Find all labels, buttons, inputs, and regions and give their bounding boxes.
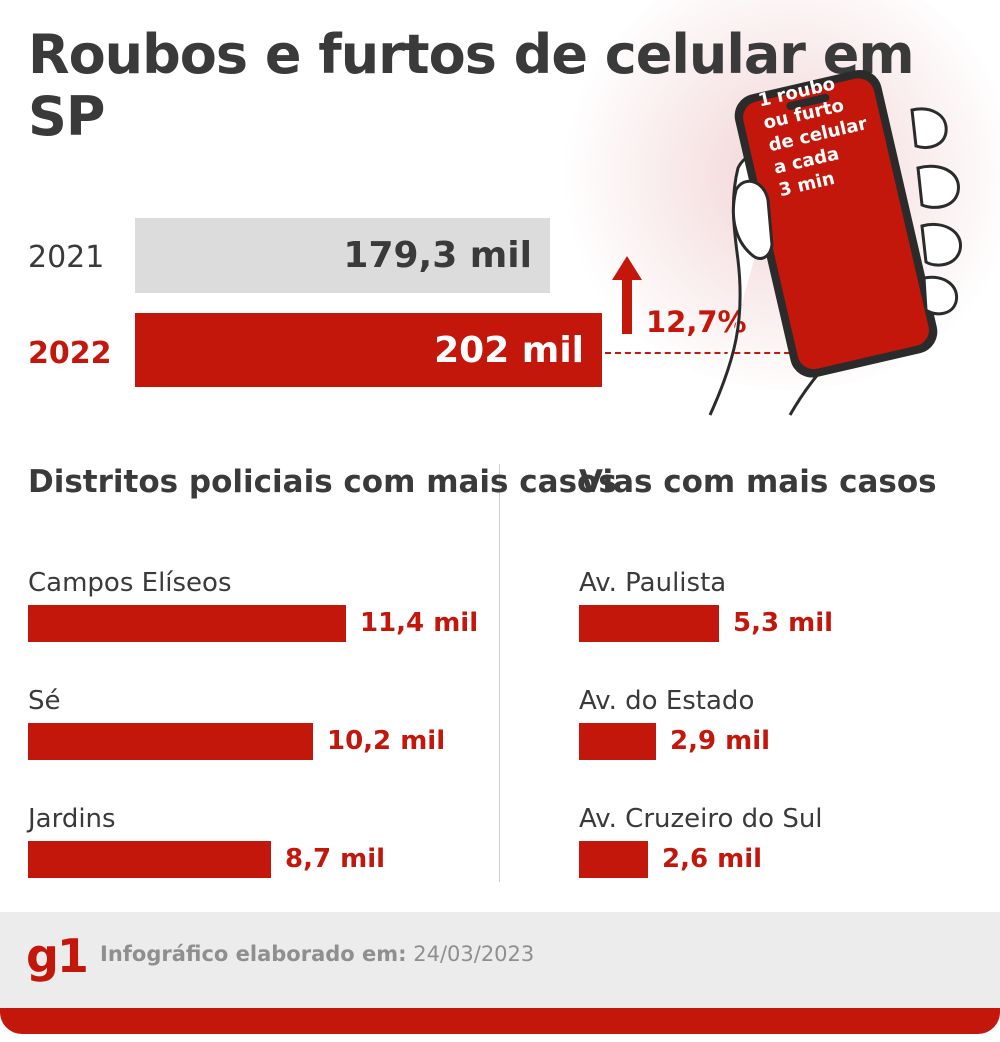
arrow-up-icon (612, 256, 642, 334)
bar-2022: 202 mil (135, 313, 602, 387)
footer (0, 912, 1000, 1008)
district-label: Campos Elíseos (28, 568, 232, 598)
street-bar (579, 723, 656, 760)
footer-credit: Infográfico elaborado em: 24/03/2023 (100, 939, 534, 969)
bar-2021: 179,3 mil (135, 218, 550, 293)
year-label-2021: 2021 (28, 240, 105, 275)
district-label: Jardins (28, 804, 116, 834)
street-bar (579, 605, 719, 642)
hand-holding-phone-icon (708, 69, 962, 416)
street-bar (579, 841, 648, 878)
bar-2021-value: 179,3 mil (343, 235, 532, 276)
street-label: Av. Cruzeiro do Sul (579, 804, 823, 834)
district-value: 11,4 mil (360, 608, 479, 638)
section-divider (499, 464, 500, 882)
bar-2022-value: 202 mil (434, 329, 584, 371)
districts-section-title: Distritos policiais com mais casos (28, 460, 617, 504)
district-bar (28, 841, 271, 878)
streets-section-title: Vias com mais casos (579, 460, 937, 504)
street-label: Av. Paulista (579, 568, 727, 598)
street-value: 2,6 mil (662, 844, 763, 874)
street-value: 2,9 mil (670, 726, 771, 756)
page-title: Roubos e furtos de celular em SP (28, 24, 1000, 148)
page-title-text: Roubos e furtos de celular em SP (28, 23, 915, 148)
credit-date: 24/03/2023 (413, 942, 535, 966)
g1-logo: g1 (26, 929, 89, 983)
increase-percentage: 12,7% (646, 305, 747, 339)
dashed-guide-line (605, 352, 810, 354)
district-bar (28, 605, 346, 642)
districts-section-title-text: Distritos policiais com mais casos (28, 464, 617, 500)
district-value: 8,7 mil (285, 844, 386, 874)
district-bar (28, 723, 313, 760)
year-label-2022: 2022 (28, 336, 112, 371)
district-label: Sé (28, 686, 61, 716)
street-label: Av. do Estado (579, 686, 755, 716)
street-value: 5,3 mil (733, 608, 834, 638)
district-value: 10,2 mil (327, 726, 446, 756)
footer-stripe (0, 1008, 1000, 1034)
streets-section-title-text: Vias com mais casos (579, 464, 937, 500)
credit-label: Infográfico elaborado em: (100, 942, 407, 966)
